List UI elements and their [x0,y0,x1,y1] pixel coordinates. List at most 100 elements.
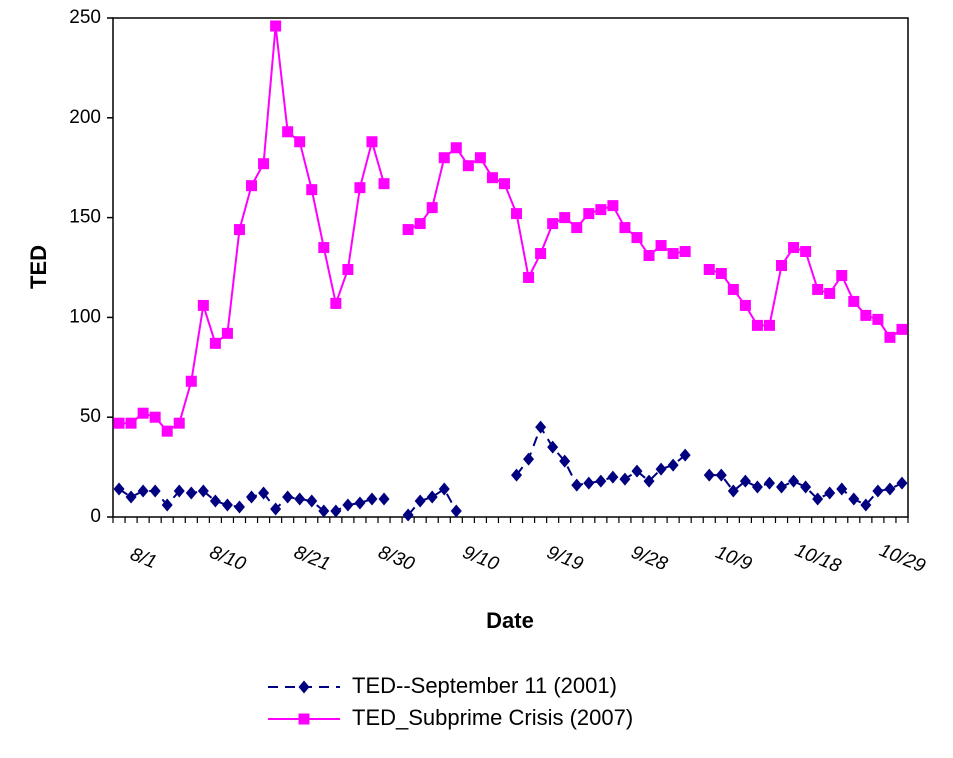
marker [270,20,282,32]
marker [173,484,185,498]
marker [655,240,667,252]
marker [667,458,679,472]
marker [751,480,763,494]
marker [378,178,390,190]
marker [185,375,197,387]
marker [523,452,535,466]
marker [824,486,836,500]
marker [631,464,643,478]
y-tick-label: 50 [80,406,101,427]
marker [727,484,739,498]
marker [583,476,595,490]
marker [836,482,848,496]
marker [655,462,667,476]
legend-item: TED--September 11 (2001) [268,673,617,698]
marker [426,490,438,504]
marker [896,476,908,490]
marker [535,248,547,260]
marker [715,267,727,279]
marker [474,152,486,164]
marker [571,222,583,234]
marker [788,242,800,254]
marker [298,713,310,725]
marker [763,319,775,331]
marker [800,246,812,258]
plot-frame [112,17,909,518]
marker [414,218,426,230]
marker [366,492,378,506]
marker [161,425,173,437]
marker [607,200,619,212]
y-tick-label: 100 [69,306,101,327]
marker [318,242,330,254]
marker [848,492,860,506]
marker [607,470,619,484]
marker [354,496,366,510]
marker [298,680,310,694]
marker [812,283,824,295]
marker [282,490,294,504]
marker [559,212,571,224]
y-tick-label: 0 [90,506,101,527]
marker [788,474,800,488]
marker [306,184,318,196]
marker [113,417,125,429]
marker [402,508,414,522]
marker [233,224,245,236]
marker [751,319,763,331]
marker [342,263,354,275]
marker [571,478,583,492]
marker [197,299,209,311]
marker [776,260,788,272]
marker [438,482,450,496]
marker [884,331,896,343]
marker [113,482,125,496]
x-axis-title: Date [486,608,534,633]
marker [884,482,896,496]
marker [330,504,342,518]
marker [342,498,354,512]
y-tick-label: 150 [69,207,101,228]
marker [836,269,848,281]
marker [739,299,751,311]
marker [727,283,739,295]
marker [438,152,450,164]
marker [643,250,655,262]
marker [511,208,523,220]
marker [667,248,679,260]
marker [378,492,390,506]
marker [149,484,161,498]
marker [209,494,221,508]
marker [221,498,233,512]
marker [125,417,137,429]
legend-item: TED_Subprime Crisis (2007) [268,705,633,730]
marker [137,407,149,419]
y-tick-label: 250 [69,7,101,28]
marker [294,136,306,148]
marker [414,494,426,508]
marker [246,490,258,504]
marker [486,172,498,184]
marker [402,224,414,236]
marker [209,337,221,349]
marker [679,246,691,258]
marker [318,504,330,518]
marker [860,498,872,512]
y-tick-label: 200 [69,107,101,128]
marker [330,297,342,309]
marker [812,492,824,506]
marker [535,420,547,434]
marker [559,454,571,468]
marker [258,486,270,500]
marker [498,178,510,190]
legend-label: TED_Subprime Crisis (2007) [352,705,633,730]
marker [173,417,185,429]
marker [270,502,282,516]
marker [282,126,294,138]
marker [583,208,595,220]
marker [426,202,438,214]
marker [643,474,655,488]
marker [848,295,860,307]
